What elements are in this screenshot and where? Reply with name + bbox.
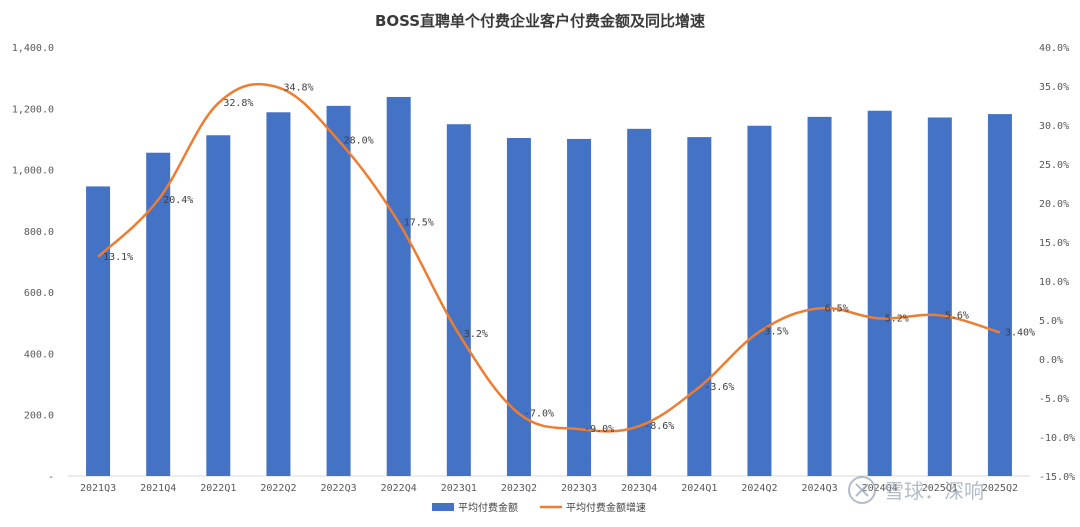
legend-swatch-bar [432, 503, 454, 511]
bar [747, 125, 772, 477]
bar [326, 105, 351, 476]
bar [867, 110, 892, 476]
bar [146, 152, 171, 477]
line-data-label: 34.8% [283, 83, 313, 94]
line-data-label: 17.5% [404, 218, 434, 229]
right-tick-label: 5.0% [1039, 316, 1063, 327]
watermark-text: 雪球：深响 [884, 479, 984, 503]
x-tick-label: 2024Q2 [741, 483, 777, 494]
right-tick-label: 40.0% [1039, 43, 1069, 54]
line-data-label: 13.1% [103, 252, 133, 263]
x-tick-label: 2024Q3 [802, 483, 838, 494]
right-tick-label: 30.0% [1039, 121, 1069, 132]
bar [86, 186, 111, 477]
right-tick-label: 35.0% [1039, 82, 1069, 93]
legend: 平均付费金额 平均付费金额增速 [432, 501, 646, 514]
legend-label-bar: 平均付费金额 [458, 501, 518, 514]
left-tick-label: 1,200.0 [12, 104, 54, 115]
line-data-label: 3.40% [1005, 327, 1035, 338]
line-data-label: 5.2% [885, 313, 909, 324]
chart-title: BOSS直聘单个付费企业客户付费金额及同比增速 [375, 12, 705, 30]
line-series [97, 82, 1001, 433]
x-tick-label: 2023Q3 [561, 483, 597, 494]
line-data-label: -9.0% [584, 424, 614, 435]
x-axis-labels: 2021Q3 2021Q4 2022Q1 2022Q2 2022Q3 2022Q4 2023… [80, 483, 1018, 494]
bar [206, 135, 231, 476]
right-tick-label: -10.0% [1039, 433, 1075, 444]
right-tick-label: 25.0% [1039, 160, 1069, 171]
right-tick-label: 0.0% [1039, 355, 1063, 366]
left-tick-label: 400.0 [24, 349, 54, 360]
line-data-label: 5.6% [945, 310, 969, 321]
left-tick-label: 600.0 [24, 288, 54, 299]
line-data-label: 32.8% [223, 98, 253, 109]
x-tick-label: 2022Q1 [200, 483, 236, 494]
bar [807, 116, 832, 476]
right-tick-label: 10.0% [1039, 277, 1069, 288]
line-data-label: 6.5% [825, 303, 849, 314]
bar [506, 138, 531, 477]
line-data-label: 20.4% [163, 195, 193, 206]
watermark: 雪球：深响 [848, 476, 984, 504]
snowball-logo-icon [848, 476, 876, 504]
line-data-label: 3.5% [764, 327, 788, 338]
growth-line [97, 82, 1001, 433]
bar-series [86, 96, 1012, 477]
bar [987, 114, 1012, 477]
line-data-label: -3.6% [704, 382, 734, 393]
line-data-label: 3.2% [464, 329, 488, 340]
line-data-label: -7.0% [524, 409, 554, 420]
legend-label-line: 平均付费金额增速 [566, 501, 646, 514]
bar [567, 138, 592, 476]
right-tick-label: -5.0% [1039, 394, 1069, 405]
right-axis: -15.0% -10.0% -5.0% 0.0% 5.0% 10.0% 15.0% 20.0%… [1039, 43, 1075, 483]
right-tick-label: 20.0% [1039, 199, 1069, 210]
bar [446, 124, 471, 476]
x-tick-label: 2023Q2 [501, 483, 537, 494]
left-tick-label: 1,000.0 [12, 166, 54, 177]
line-data-label: 28.0% [344, 136, 374, 147]
left-tick-label: - [48, 472, 54, 483]
x-tick-label: 2021Q3 [80, 483, 116, 494]
x-tick-label: 2022Q4 [381, 483, 417, 494]
line-data-label: -8.6% [644, 421, 674, 432]
x-tick-label: 2024Q4 [862, 483, 898, 494]
left-tick-label: 1,400.0 [12, 43, 54, 54]
x-tick-label: 2025Q1 [922, 483, 958, 494]
right-tick-label: -15.0% [1039, 472, 1075, 483]
bar [266, 112, 291, 476]
x-tick-label: 2025Q2 [982, 483, 1018, 494]
x-tick-label: 2024Q1 [681, 483, 717, 494]
x-tick-label: 2021Q4 [140, 483, 176, 494]
right-tick-label: 15.0% [1039, 238, 1069, 249]
bar [386, 96, 411, 476]
bar [927, 117, 952, 476]
x-tick-label: 2023Q4 [621, 483, 657, 494]
left-tick-label: 200.0 [24, 411, 54, 422]
line-data-labels: 13.1% 20.4% 32.8% 34.8% 28.0% 17.5% 3.2% -7.0% -… [103, 83, 1035, 436]
bar [627, 128, 652, 477]
x-tick-label: 2022Q2 [260, 483, 296, 494]
left-tick-label: 800.0 [24, 227, 54, 238]
bar [687, 137, 712, 476]
x-tick-label: 2023Q1 [441, 483, 477, 494]
x-tick-label: 2022Q3 [321, 483, 357, 494]
